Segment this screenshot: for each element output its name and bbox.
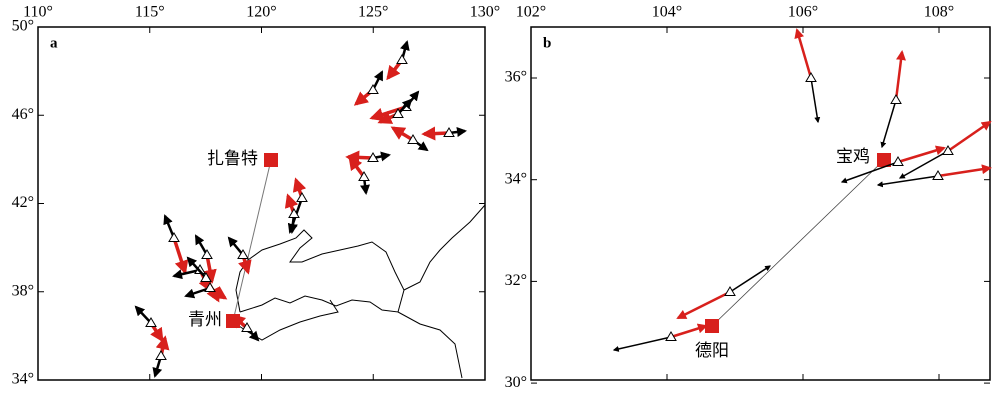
lat-tick-label: 34° bbox=[12, 371, 34, 388]
velocity-arrow bbox=[947, 120, 992, 153]
station bbox=[392, 108, 404, 118]
frame bbox=[37, 26, 486, 381]
station bbox=[665, 331, 677, 341]
lat-tick-label: 38° bbox=[12, 282, 34, 299]
station bbox=[155, 350, 167, 360]
velocity-arrow bbox=[894, 50, 906, 101]
lat-tick-label: 36° bbox=[505, 69, 527, 86]
station bbox=[443, 127, 455, 137]
lon-tick-label: 125° bbox=[358, 4, 388, 21]
frame bbox=[530, 26, 991, 381]
velocity-arrow bbox=[172, 237, 189, 275]
velocity-arrow bbox=[880, 99, 897, 149]
city-label: 宝鸡 bbox=[836, 147, 870, 166]
coastline bbox=[232, 204, 486, 379]
lon-tick-label: 120° bbox=[246, 4, 276, 21]
station bbox=[367, 84, 379, 94]
station bbox=[204, 282, 216, 292]
velocity-arrow bbox=[172, 268, 201, 280]
velocity-arrow bbox=[898, 150, 949, 179]
station bbox=[201, 249, 213, 259]
city-label: 德阳 bbox=[695, 341, 729, 360]
velocity-arrow bbox=[876, 175, 939, 188]
velocity-arrow bbox=[203, 254, 217, 284]
velocity-arrow bbox=[348, 155, 366, 179]
panel-b: b 宝鸡 德阳 102° 104° 106° 108° 36° 34° 32° 30° bbox=[505, 4, 992, 391]
velocity-arrow bbox=[397, 98, 413, 115]
city-marker bbox=[877, 153, 891, 167]
city-marker bbox=[264, 153, 278, 167]
station bbox=[367, 152, 379, 162]
station bbox=[890, 94, 902, 104]
lon-tick-label: 108° bbox=[924, 4, 954, 21]
lon-tick-label: 106° bbox=[788, 4, 818, 21]
velocity-arrow bbox=[840, 161, 899, 184]
station bbox=[932, 170, 944, 180]
lat-tick-label: 30° bbox=[505, 374, 527, 391]
station bbox=[892, 156, 904, 166]
velocity-arrow bbox=[670, 323, 708, 339]
city-label: 扎鲁特 bbox=[207, 149, 258, 168]
lat-tick-label: 50° bbox=[12, 18, 34, 35]
station bbox=[241, 322, 253, 332]
station bbox=[168, 232, 180, 242]
panel-a: a 扎鲁特 青州 110° 115° 120° 125° 130° 50° 46° 42° 38… bbox=[12, 4, 501, 388]
lon-tick-label: 115° bbox=[135, 4, 165, 21]
velocity-arrow bbox=[897, 145, 946, 164]
station bbox=[724, 286, 736, 296]
station bbox=[407, 134, 419, 144]
velocity-arrow bbox=[194, 234, 209, 256]
city-label: 青州 bbox=[188, 310, 222, 329]
lat-tick-label: 42° bbox=[12, 194, 34, 211]
city-marker bbox=[705, 319, 719, 333]
lon-tick-label: 130° bbox=[470, 4, 500, 21]
velocity-arrow bbox=[227, 236, 244, 256]
station bbox=[200, 272, 212, 282]
velocity-arrow bbox=[421, 126, 450, 141]
station bbox=[942, 145, 954, 155]
panel-label: b bbox=[543, 35, 551, 51]
link-line bbox=[232, 159, 272, 322]
velocity-arrow bbox=[390, 126, 414, 142]
velocity-arrow bbox=[810, 77, 821, 124]
station bbox=[805, 72, 817, 82]
lon-tick-label: 110° bbox=[23, 4, 53, 21]
velocity-arrow bbox=[612, 336, 672, 352]
lon-tick-label: 104° bbox=[652, 4, 682, 21]
lat-tick-label: 46° bbox=[12, 106, 34, 123]
velocity-arrow bbox=[794, 28, 813, 79]
station bbox=[145, 317, 157, 327]
link-line bbox=[711, 159, 885, 327]
velocity-arrow bbox=[186, 256, 207, 279]
station bbox=[396, 54, 408, 64]
velocity-arrow bbox=[729, 265, 772, 293]
velocity-arrow bbox=[676, 290, 731, 320]
lat-tick-label: 34° bbox=[505, 170, 527, 187]
velocity-arrow bbox=[163, 214, 176, 239]
station bbox=[296, 192, 308, 202]
station bbox=[358, 171, 370, 181]
station bbox=[237, 249, 249, 259]
lat-tick-label: 32° bbox=[505, 272, 527, 289]
velocity-arrow bbox=[937, 164, 992, 178]
station bbox=[288, 208, 300, 218]
velocity-arrow bbox=[134, 305, 152, 324]
lon-tick-label: 102° bbox=[516, 4, 546, 21]
panel-label: a bbox=[50, 35, 58, 51]
